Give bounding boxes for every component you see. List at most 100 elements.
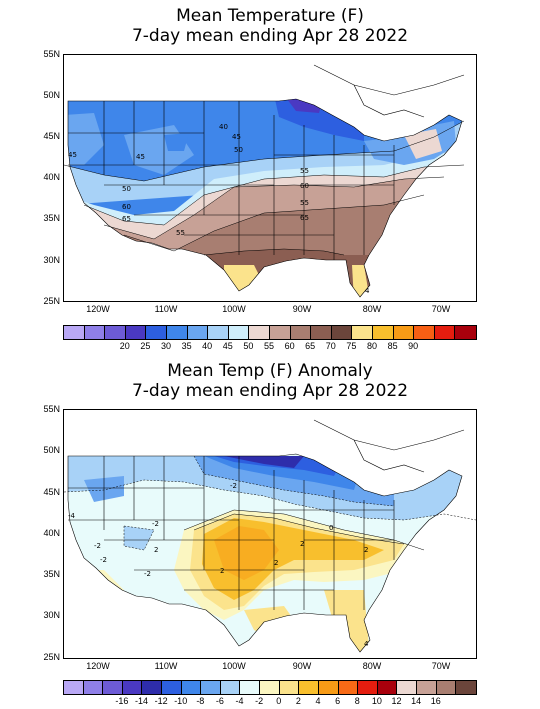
panel2-lon-70W: 70W (431, 661, 451, 671)
panel2-colorbar (63, 680, 477, 695)
panel2-lat-50N: 50N (43, 445, 60, 455)
colorbar-swatch (208, 326, 229, 339)
colorbar-swatch (358, 681, 378, 694)
panel2-title-line2: 7-day mean ending Apr 28 2022 (131, 381, 409, 401)
colorbar-tick-label: 45 (222, 341, 233, 351)
colorbar-swatch (377, 681, 398, 694)
colorbar-swatch (201, 681, 221, 694)
colorbar-tick-label: 40 (202, 341, 213, 351)
svg-text:-2: -2 (100, 556, 107, 564)
panel2-lat-25N: 25N (43, 652, 60, 662)
colorbar-tick-label: 14 (411, 696, 422, 706)
colorbar-swatch (311, 326, 332, 339)
colorbar-swatch (290, 326, 312, 339)
colorbar-swatch (84, 326, 106, 339)
panel1-map: 40 45 50 45 45 50 55 60 60 65 65 55 55 4 (63, 54, 477, 302)
colorbar-swatch (162, 681, 182, 694)
colorbar-swatch (64, 681, 84, 694)
panel2-lon-110W: 110W (154, 661, 178, 671)
svg-text:0: 0 (329, 524, 333, 532)
panel1-temperature-field (68, 99, 462, 297)
svg-text:-2: -2 (152, 520, 159, 528)
colorbar-swatch (187, 326, 209, 339)
panel2-contour-labels: -2 -2 -2 2 -2 2 0 2 -4 2 2 4 -2 (68, 482, 369, 648)
colorbar-tick-label: -14 (134, 696, 148, 706)
colorbar-tick-label: 35 (181, 341, 192, 351)
panel1-lat-30N: 30N (43, 255, 60, 265)
colorbar-swatch (279, 681, 300, 694)
panel1-colorbar (63, 325, 477, 340)
svg-text:2: 2 (220, 567, 224, 575)
colorbar-tick-label: -6 (215, 696, 224, 706)
colorbar-tick-label: -4 (235, 696, 244, 706)
svg-text:60: 60 (300, 182, 309, 190)
svg-text:45: 45 (68, 151, 77, 159)
panel2-lat-55N: 55N (43, 404, 60, 414)
colorbar-tick-label: -10 (174, 696, 188, 706)
colorbar-tick-label: 20 (119, 341, 130, 351)
colorbar-swatch (260, 681, 280, 694)
colorbar-swatch (228, 326, 250, 339)
colorbar-swatch (331, 326, 353, 339)
panel2-lat-35N: 35N (43, 569, 60, 579)
colorbar-tick-label: -8 (196, 696, 205, 706)
colorbar-tick-label: 30 (160, 341, 171, 351)
panel2-lon-100W: 100W (222, 661, 246, 671)
svg-text:4: 4 (364, 640, 369, 648)
panel2-boundaries (67, 419, 465, 653)
colorbar-swatch (105, 326, 126, 339)
panel1-map-svg: 40 45 50 45 45 50 55 60 60 65 65 55 55 4 (64, 64, 465, 298)
panel2-lon-120W: 120W (86, 661, 110, 671)
panel1-lat-50N: 50N (43, 90, 60, 100)
colorbar-swatch (142, 681, 163, 694)
svg-text:65: 65 (300, 214, 309, 222)
panel1-lat-40N: 40N (43, 172, 60, 182)
panel1-title-line1: Mean Temperature (F) (176, 6, 364, 26)
svg-text:-4: -4 (68, 512, 76, 520)
svg-text:60: 60 (122, 203, 131, 211)
colorbar-tick-label: 2 (295, 696, 301, 706)
svg-text:2: 2 (300, 540, 304, 548)
colorbar-tick-label: 80 (366, 341, 377, 351)
svg-text:45: 45 (136, 153, 145, 161)
panel1-contours (64, 120, 465, 256)
panel2-lat-45N: 45N (43, 487, 60, 497)
panel1-lon-120W: 120W (86, 304, 110, 314)
panel2-map: -2 -2 -2 2 -2 2 0 2 -4 2 2 4 -2 (63, 409, 477, 659)
colorbar-tick-label: 85 (387, 341, 398, 351)
colorbar-tick-label: 16 (430, 696, 441, 706)
svg-text:2: 2 (364, 546, 368, 554)
colorbar-swatch (434, 326, 456, 339)
svg-text:-2: -2 (144, 570, 151, 578)
panel1-boundaries (67, 64, 465, 298)
colorbar-swatch (455, 326, 476, 339)
panel1-lat-55N: 55N (43, 49, 60, 59)
panel2-lon-80W: 80W (362, 661, 382, 671)
panel1-lon-80W: 80W (362, 304, 382, 314)
colorbar-swatch (352, 326, 373, 339)
colorbar-swatch (393, 326, 415, 339)
colorbar-swatch (318, 681, 339, 694)
colorbar-swatch (338, 681, 359, 694)
colorbar-swatch (240, 681, 261, 694)
panel2-title-line1: Mean Temp (F) Anomaly (167, 361, 373, 381)
colorbar-swatch (64, 326, 85, 339)
colorbar-swatch (146, 326, 167, 339)
panel2-lat-30N: 30N (43, 610, 60, 620)
panel1-lon-110W: 110W (154, 304, 178, 314)
svg-text:50: 50 (234, 146, 243, 154)
colorbar-tick-label: 70 (325, 341, 336, 351)
colorbar-swatch (269, 326, 291, 339)
panel2-contours (64, 455, 476, 551)
panel2-lon-90W: 90W (292, 661, 312, 671)
colorbar-tick-label: 10 (371, 696, 382, 706)
svg-text:40: 40 (219, 123, 228, 131)
colorbar-swatch (83, 681, 104, 694)
panel2-map-svg: -2 -2 -2 2 -2 2 0 2 -4 2 2 4 -2 (64, 419, 476, 653)
colorbar-tick-label: -2 (255, 696, 264, 706)
colorbar-swatch (249, 326, 270, 339)
svg-text:65: 65 (122, 215, 131, 223)
colorbar-tick-label: 4 (315, 696, 321, 706)
svg-text:2: 2 (274, 559, 278, 567)
colorbar-swatch (103, 681, 123, 694)
